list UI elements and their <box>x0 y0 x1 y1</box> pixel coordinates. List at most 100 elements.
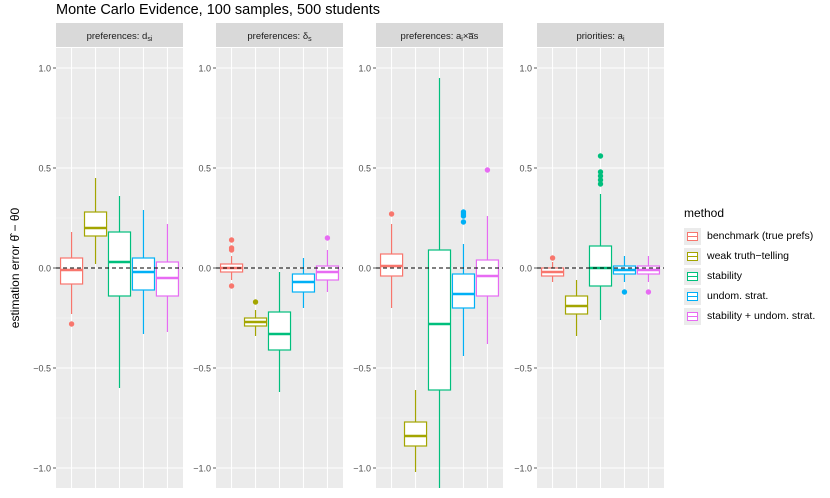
facet-strip-label: priorities: ai <box>576 31 624 43</box>
y-tick-label: −1.0 <box>33 464 51 474</box>
box-stability-undom-strat- <box>475 167 500 344</box>
legend-key-median <box>687 275 698 278</box>
box-iqr <box>475 259 500 297</box>
box-iqr <box>427 249 452 391</box>
legend-item: weak truth−telling <box>684 246 815 266</box>
outlier-point <box>460 219 467 225</box>
legend-key-median <box>687 315 698 318</box>
box-iqr <box>83 211 108 237</box>
y-tick-label: 1.0 <box>198 64 211 74</box>
y-tick-label: 0.5 <box>519 164 532 174</box>
y-axis-label-text: estimation error θ̂ − θ0 <box>8 207 22 328</box>
y-tick-label: −0.5 <box>353 364 371 374</box>
y-tick-label: −1.0 <box>193 464 211 474</box>
y-tick-label: 0.5 <box>38 164 51 174</box>
legend-key-median <box>687 295 698 298</box>
y-tick-label: 1.0 <box>358 64 371 74</box>
box-stability <box>267 272 292 392</box>
y-tick-label: 1.0 <box>38 64 51 74</box>
facet-panels: preferences: dsi−1.0−0.50.00.51.0prefere… <box>33 23 664 488</box>
box-stability <box>427 78 452 488</box>
legend-key <box>684 247 701 265</box>
legend-key <box>684 287 701 305</box>
outlier-point <box>597 169 604 175</box>
legend-item: stability + undom. strat. <box>684 306 815 326</box>
legend-key-median <box>687 235 698 238</box>
outlier-point <box>621 289 628 295</box>
outlier-point <box>228 247 235 253</box>
outlier-point <box>228 237 235 243</box>
outlier-point <box>597 153 604 159</box>
box-stability-undom-strat- <box>636 256 661 295</box>
legend-items: benchmark (true prefs) weak truth−telling… <box>684 226 815 326</box>
box-iqr <box>451 273 476 309</box>
legend-label: stability <box>707 270 743 282</box>
legend-item: undom. strat. <box>684 286 815 306</box>
facet-strip-label: preferences: dsi <box>87 31 153 43</box>
y-tick-label: −0.5 <box>514 364 532 374</box>
box-benchmark-true-prefs- <box>379 211 404 308</box>
box-undom-strat- <box>291 258 316 308</box>
box-weak-truth-telling <box>403 390 428 472</box>
outlier-point <box>549 255 556 261</box>
outlier-point <box>68 321 75 327</box>
legend-key-median <box>687 255 698 258</box>
facet-strip <box>56 23 183 47</box>
y-tick-label: 0.5 <box>358 164 371 174</box>
facet-strip-label: preferences: ai×a̅s <box>401 31 479 43</box>
y-tick-label: 0.0 <box>38 264 51 274</box>
box-undom-strat- <box>131 210 156 334</box>
outlier-point <box>228 283 235 289</box>
y-tick-label: 0.5 <box>198 164 211 174</box>
y-tick-label: −0.5 <box>33 364 51 374</box>
legend-key <box>684 227 701 245</box>
facet-panel: priorities: ai −1.0 −0.5 0.0 0.5 1.0 <box>514 23 664 488</box>
outlier-point <box>597 173 604 179</box>
y-tick-label: −0.5 <box>193 364 211 374</box>
box-iqr <box>403 421 428 447</box>
legend-key <box>684 307 701 325</box>
box-benchmark-true-prefs- <box>59 232 84 327</box>
legend-title: method <box>684 206 725 220</box>
legend-item: stability <box>684 266 815 286</box>
y-tick-label: −1.0 <box>514 464 532 474</box>
box-undom-strat- <box>451 209 476 356</box>
outlier-point <box>324 235 331 241</box>
box-weak-truth-telling <box>243 299 268 336</box>
legend-label: undom. strat. <box>707 290 769 302</box>
facet-strip-label: preferences: δs <box>247 31 312 43</box>
box-iqr <box>588 245 613 287</box>
facet-strip <box>216 23 343 47</box>
box-weak-truth-telling <box>83 178 108 264</box>
outlier-point <box>460 213 467 219</box>
box-weak-truth-telling <box>564 280 589 336</box>
y-axis-label: estimation error θ̂ − θ0 <box>8 207 22 328</box>
outlier-point <box>484 167 491 173</box>
box-iqr <box>107 231 132 297</box>
outlier-point <box>597 177 604 183</box>
box-stability <box>107 196 132 388</box>
outlier-point <box>597 181 604 187</box>
legend-label: weak truth−telling <box>707 250 790 262</box>
y-tick-label: 1.0 <box>519 64 532 74</box>
box-iqr <box>131 257 156 291</box>
y-tick-label: 0.0 <box>358 264 371 274</box>
facet-strip <box>376 23 503 47</box>
legend: method benchmark (true prefs) weak truth−… <box>684 206 815 326</box>
legend-key <box>684 267 701 285</box>
outlier-point <box>645 289 652 295</box>
legend-item: benchmark (true prefs) <box>684 226 815 246</box>
legend-label: stability + undom. strat. <box>707 310 816 322</box>
y-tick-label: 0.0 <box>198 264 211 274</box>
legend-label: benchmark (true prefs) <box>707 230 814 242</box>
box-undom-strat- <box>612 256 637 295</box>
facet-panel: preferences: dsi −1.0 −0.5 0.0 0.5 1.0 <box>33 23 183 488</box>
y-tick-label: −1.0 <box>353 464 371 474</box>
outlier-point <box>252 299 259 305</box>
box-stability-undom-strat- <box>315 235 340 292</box>
box-stability <box>588 153 613 320</box>
y-tick-label: 0.0 <box>519 264 532 274</box>
box-stability-undom-strat- <box>155 224 180 332</box>
box-iqr <box>267 311 292 351</box>
